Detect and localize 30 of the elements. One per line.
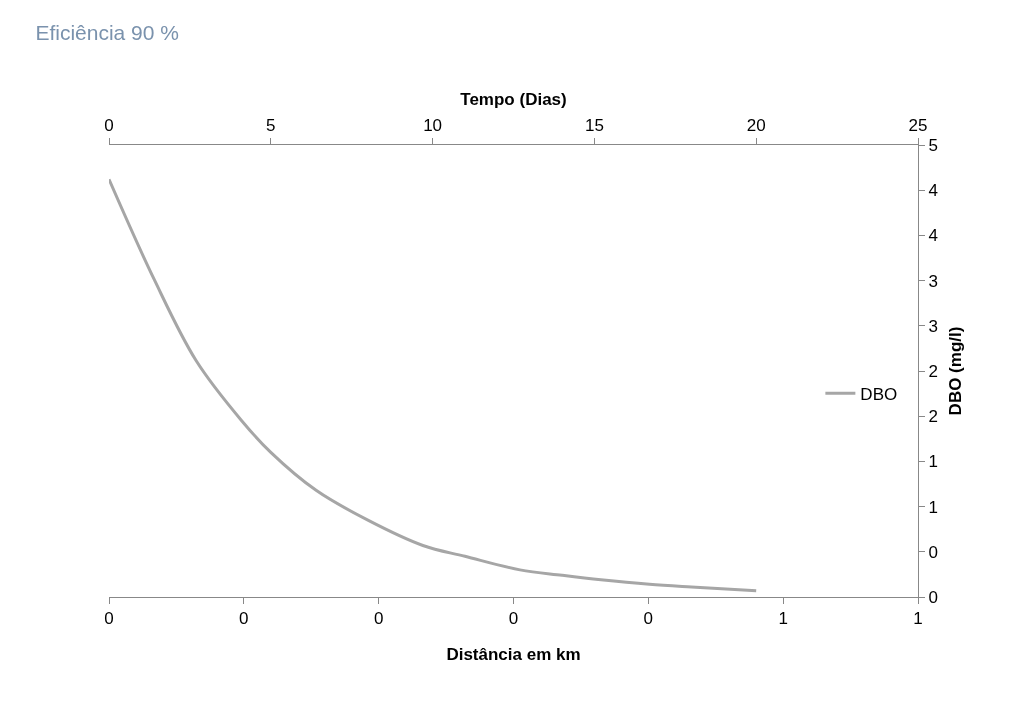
x2-tick-label: 0 <box>508 609 519 629</box>
y2-tick-label: 4 <box>928 181 938 201</box>
x2-axis-title: Distância em km <box>446 644 581 664</box>
y2-tick-label: 3 <box>928 271 938 291</box>
y2-tick-label: 1 <box>928 452 938 472</box>
x-tick-label: 25 <box>908 116 928 136</box>
y2-tick-label: 0 <box>928 587 938 607</box>
x-tick-label: 15 <box>584 116 604 136</box>
y2-tick-label: 3 <box>928 316 938 336</box>
x-tick-label: 5 <box>266 116 276 136</box>
x-tick-label: 10 <box>423 116 443 136</box>
line-series <box>109 177 758 593</box>
legend-label: DBO <box>860 384 898 404</box>
x-tick-label: 20 <box>746 116 766 136</box>
x2-tick-label: 1 <box>778 609 788 629</box>
x2-tick-label: 0 <box>643 609 654 629</box>
y2-tick-label: 0 <box>928 542 938 562</box>
x2-tick-label: 0 <box>239 609 249 629</box>
x2-tick-label: 0 <box>373 609 384 629</box>
chart-title: Eficiência 90 % <box>35 21 179 45</box>
y2-axis-title: DBO (mg/l) <box>946 326 966 416</box>
y2-tick-label: 4 <box>928 226 938 246</box>
x-tick-label: 0 <box>104 116 114 136</box>
y2-tick-label: 5 <box>928 135 938 155</box>
y2-tick-label: 2 <box>928 361 938 381</box>
y2-tick-label: 1 <box>928 497 938 517</box>
y2-tick-label: 2 <box>928 407 938 427</box>
x2-tick-label: 1 <box>913 609 923 629</box>
x2-tick-label: 0 <box>104 609 114 629</box>
x-axis-title: Tempo (Dias) <box>460 89 567 109</box>
